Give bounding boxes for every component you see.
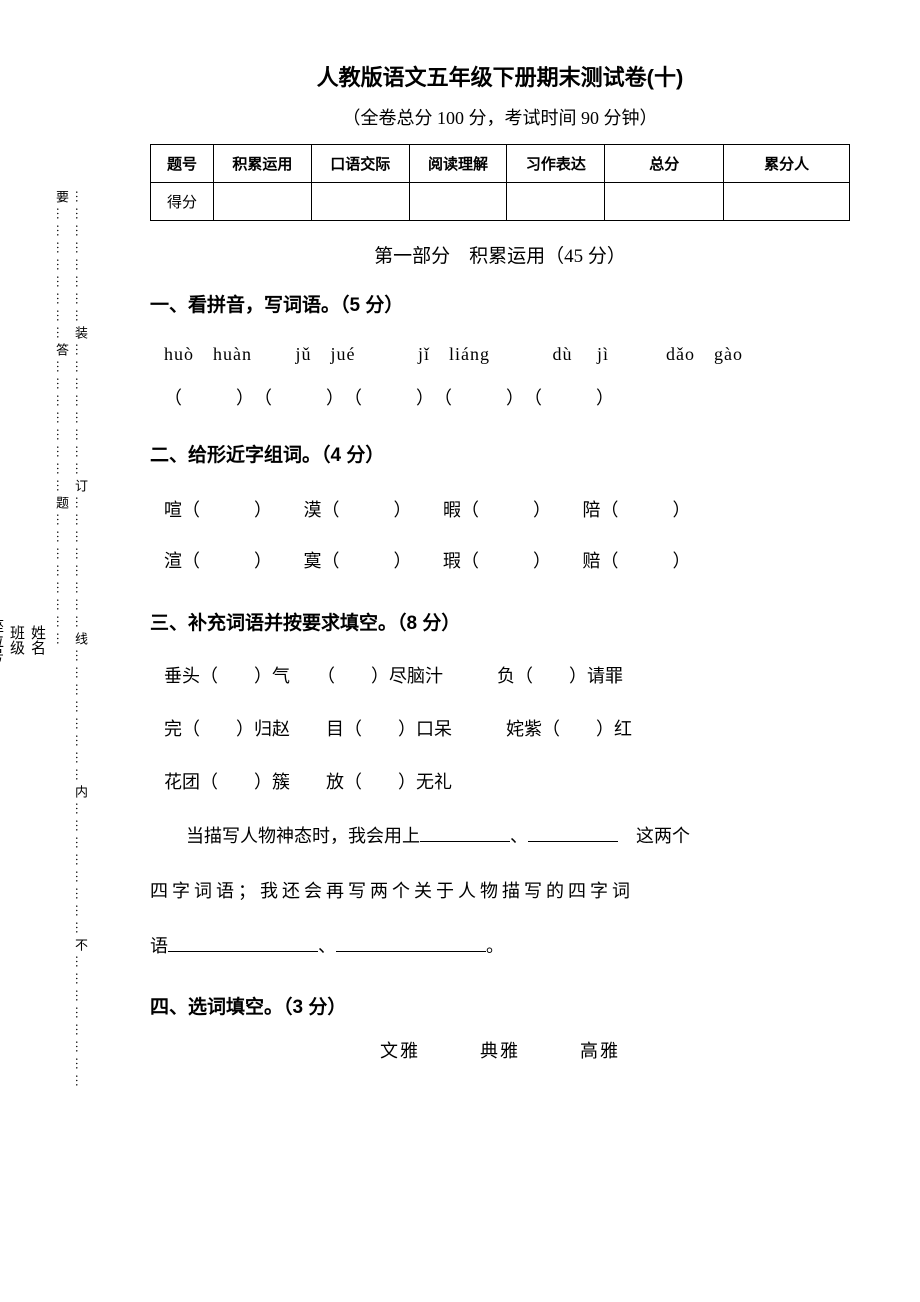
blank xyxy=(420,823,510,843)
table-header-row: 题号 积累运用 口语交际 阅读理解 习作表达 总分 累分人 xyxy=(151,145,850,183)
th: 口语交际 xyxy=(311,145,409,183)
cell: 陪（ ） xyxy=(583,500,691,520)
q3-heading: 三、补充词语并按要求填空。（8 分） xyxy=(150,608,850,635)
q3-para3: 语、。 xyxy=(150,923,850,970)
strip-labels: 姓名 班级 座位号 xyxy=(30,190,48,1090)
text: 这两个 xyxy=(636,826,690,846)
cell: 赔（ ） xyxy=(583,551,691,571)
cell: 渲（ ） xyxy=(164,551,263,571)
dashed-line-text: ……………………装……………………订……………………线……………………内…………… xyxy=(70,190,90,1190)
cell: 寞（ ） xyxy=(304,551,403,571)
q4-heading: 四、选词填空。（3 分） xyxy=(150,992,850,1019)
cell: 喧（ ） xyxy=(164,500,263,520)
q1-pinyin: huò huàn jǔ jué jǐ liáng dù jì dǎo gào xyxy=(164,335,850,375)
th: 题号 xyxy=(151,145,214,183)
cell: 瑕（ ） xyxy=(443,551,542,571)
text: 语 xyxy=(150,936,168,956)
binding-strip: 姓名 班级 座位号 ……………………装……………………订……………………线………… xyxy=(30,190,120,1190)
th: 总分 xyxy=(605,145,724,183)
cell: 暇（ ） xyxy=(443,500,542,520)
label-class: 班级 xyxy=(6,625,27,655)
td xyxy=(724,183,850,221)
td xyxy=(409,183,507,221)
blank xyxy=(528,823,618,843)
blank xyxy=(336,932,486,952)
td-label: 得分 xyxy=(151,183,214,221)
label-seat: 座位号 xyxy=(0,618,6,663)
table-row: 得分 xyxy=(151,183,850,221)
th: 累分人 xyxy=(724,145,850,183)
label-name: 姓名 xyxy=(27,625,48,655)
q3-line1: 垂头（ ）气 （ ）尽脑汁 负（ ）请罪 xyxy=(164,653,850,700)
q2-row1: 喧（ ） 漠（ ） 暇（ ） 陪（ ） xyxy=(164,485,850,535)
page-title: 人教版语文五年级下册期末测试卷(十) xyxy=(150,60,850,92)
q2-row2: 渲（ ） 寞（ ） 瑕（ ） 赔（ ） xyxy=(164,536,850,586)
q1-parens: （ ） （ ） （ ） （ ） （ ） xyxy=(164,379,850,419)
score-table: 题号 积累运用 口语交际 阅读理解 习作表达 总分 累分人 得分 xyxy=(150,144,850,221)
q3-para2: 四字词语；我还会再写两个关于人物描写的四字词 xyxy=(150,868,850,915)
th: 习作表达 xyxy=(507,145,605,183)
part1-title: 第一部分 积累运用（45 分） xyxy=(150,241,850,268)
q3-line2: 完（ ）归赵 目（ ）口呆 姹紫（ ）红 xyxy=(164,706,850,753)
q3-para: 当描写人物神态时，我会用上、 这两个 xyxy=(150,813,850,860)
text: 当描写人物神态时，我会用上 xyxy=(150,826,420,846)
q2-heading: 二、给形近字组词。（4 分） xyxy=(150,440,850,467)
q3-line3: 花团（ ）簇 放（ ）无礼 xyxy=(164,759,850,806)
td xyxy=(213,183,311,221)
th: 积累运用 xyxy=(213,145,311,183)
q1-heading: 一、看拼音，写词语。（5 分） xyxy=(150,290,850,317)
page-subtitle: （全卷总分 100 分，考试时间 90 分钟） xyxy=(150,104,850,130)
td xyxy=(605,183,724,221)
th: 阅读理解 xyxy=(409,145,507,183)
cell: 漠（ ） xyxy=(304,500,403,520)
td xyxy=(311,183,409,221)
td xyxy=(507,183,605,221)
q4-choices: 文雅 典雅 高雅 xyxy=(150,1037,850,1063)
blank xyxy=(168,932,318,952)
